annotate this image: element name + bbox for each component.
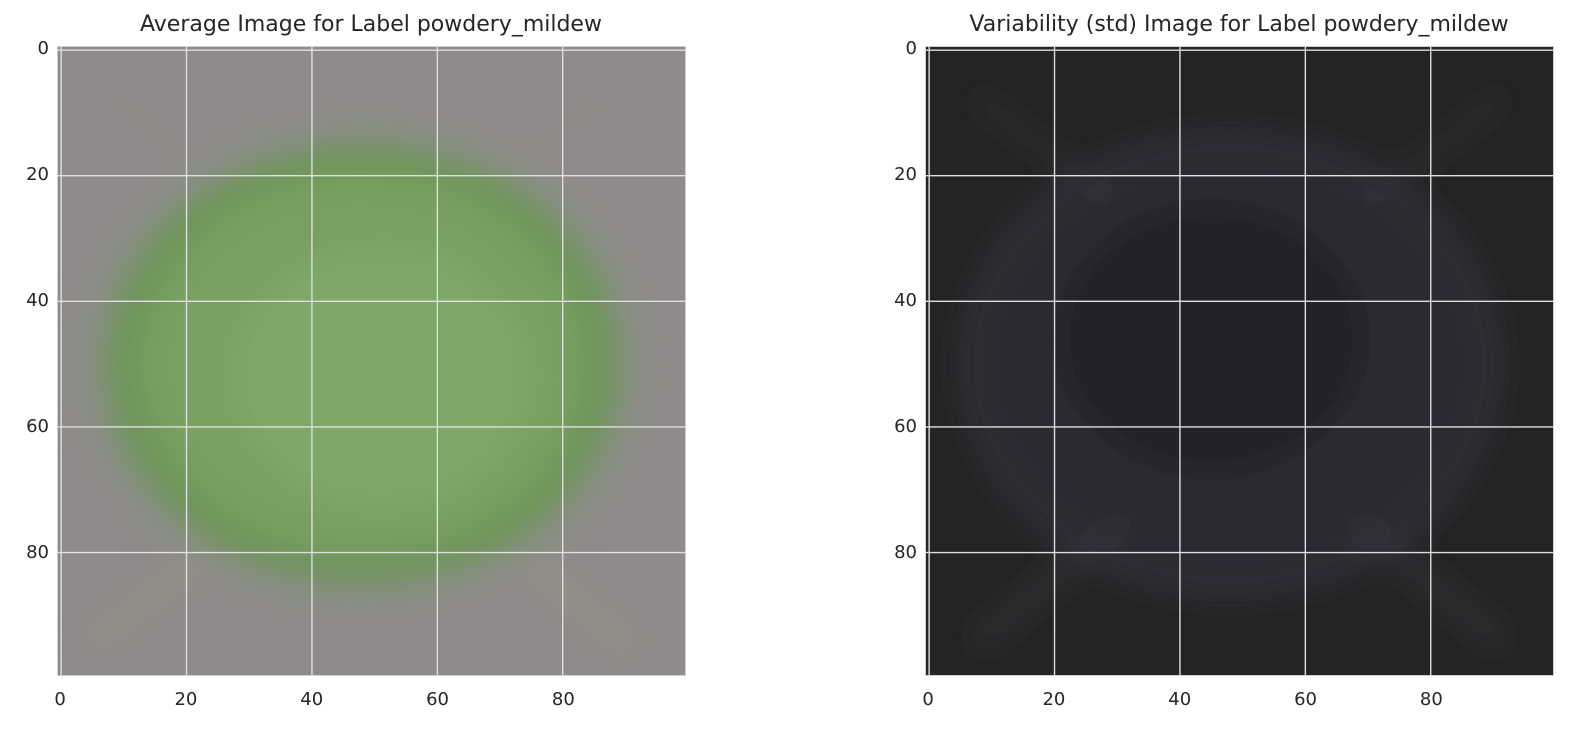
mean-image-title: Average Image for Label powdery_mildew (140, 12, 602, 37)
x-tick-label: 0 (54, 689, 66, 710)
y-tick-label: 0 (905, 38, 917, 60)
y-tick-label: 20 (894, 164, 917, 186)
x-tick-label: 0 (922, 689, 934, 710)
mean-image-plot (57, 46, 686, 676)
y-tick-label: 0 (37, 38, 49, 60)
y-tick-label: 60 (894, 416, 917, 438)
y-tick-label: 80 (26, 542, 49, 564)
y-tick-label: 40 (894, 290, 917, 312)
y-tick-label: 80 (894, 542, 917, 564)
x-tick-label: 80 (1419, 689, 1443, 710)
x-tick-label: 20 (1042, 689, 1066, 710)
std-image-plot (925, 46, 1554, 676)
x-tick-label: 60 (1294, 689, 1317, 710)
mean-image-svg (58, 47, 685, 675)
x-tick-label: 20 (174, 689, 198, 710)
x-tick-label: 60 (426, 689, 449, 710)
grid-lines (58, 47, 685, 675)
grid-lines (926, 47, 1553, 675)
y-tick-label: 60 (26, 416, 49, 438)
x-tick-label: 80 (551, 689, 575, 710)
y-tick-label: 40 (26, 290, 49, 312)
leaf-region (73, 77, 651, 660)
x-tick-label: 40 (300, 689, 324, 710)
std-image-title: Variability (std) Image for Label powder… (969, 12, 1509, 37)
x-tick-label: 40 (1168, 689, 1192, 710)
mean-image-panel: Average Image for Label powdery_mildew 0… (0, 0, 745, 732)
variability-region (960, 92, 1509, 651)
y-tick-label: 20 (26, 164, 49, 186)
std-image-svg (926, 47, 1553, 675)
